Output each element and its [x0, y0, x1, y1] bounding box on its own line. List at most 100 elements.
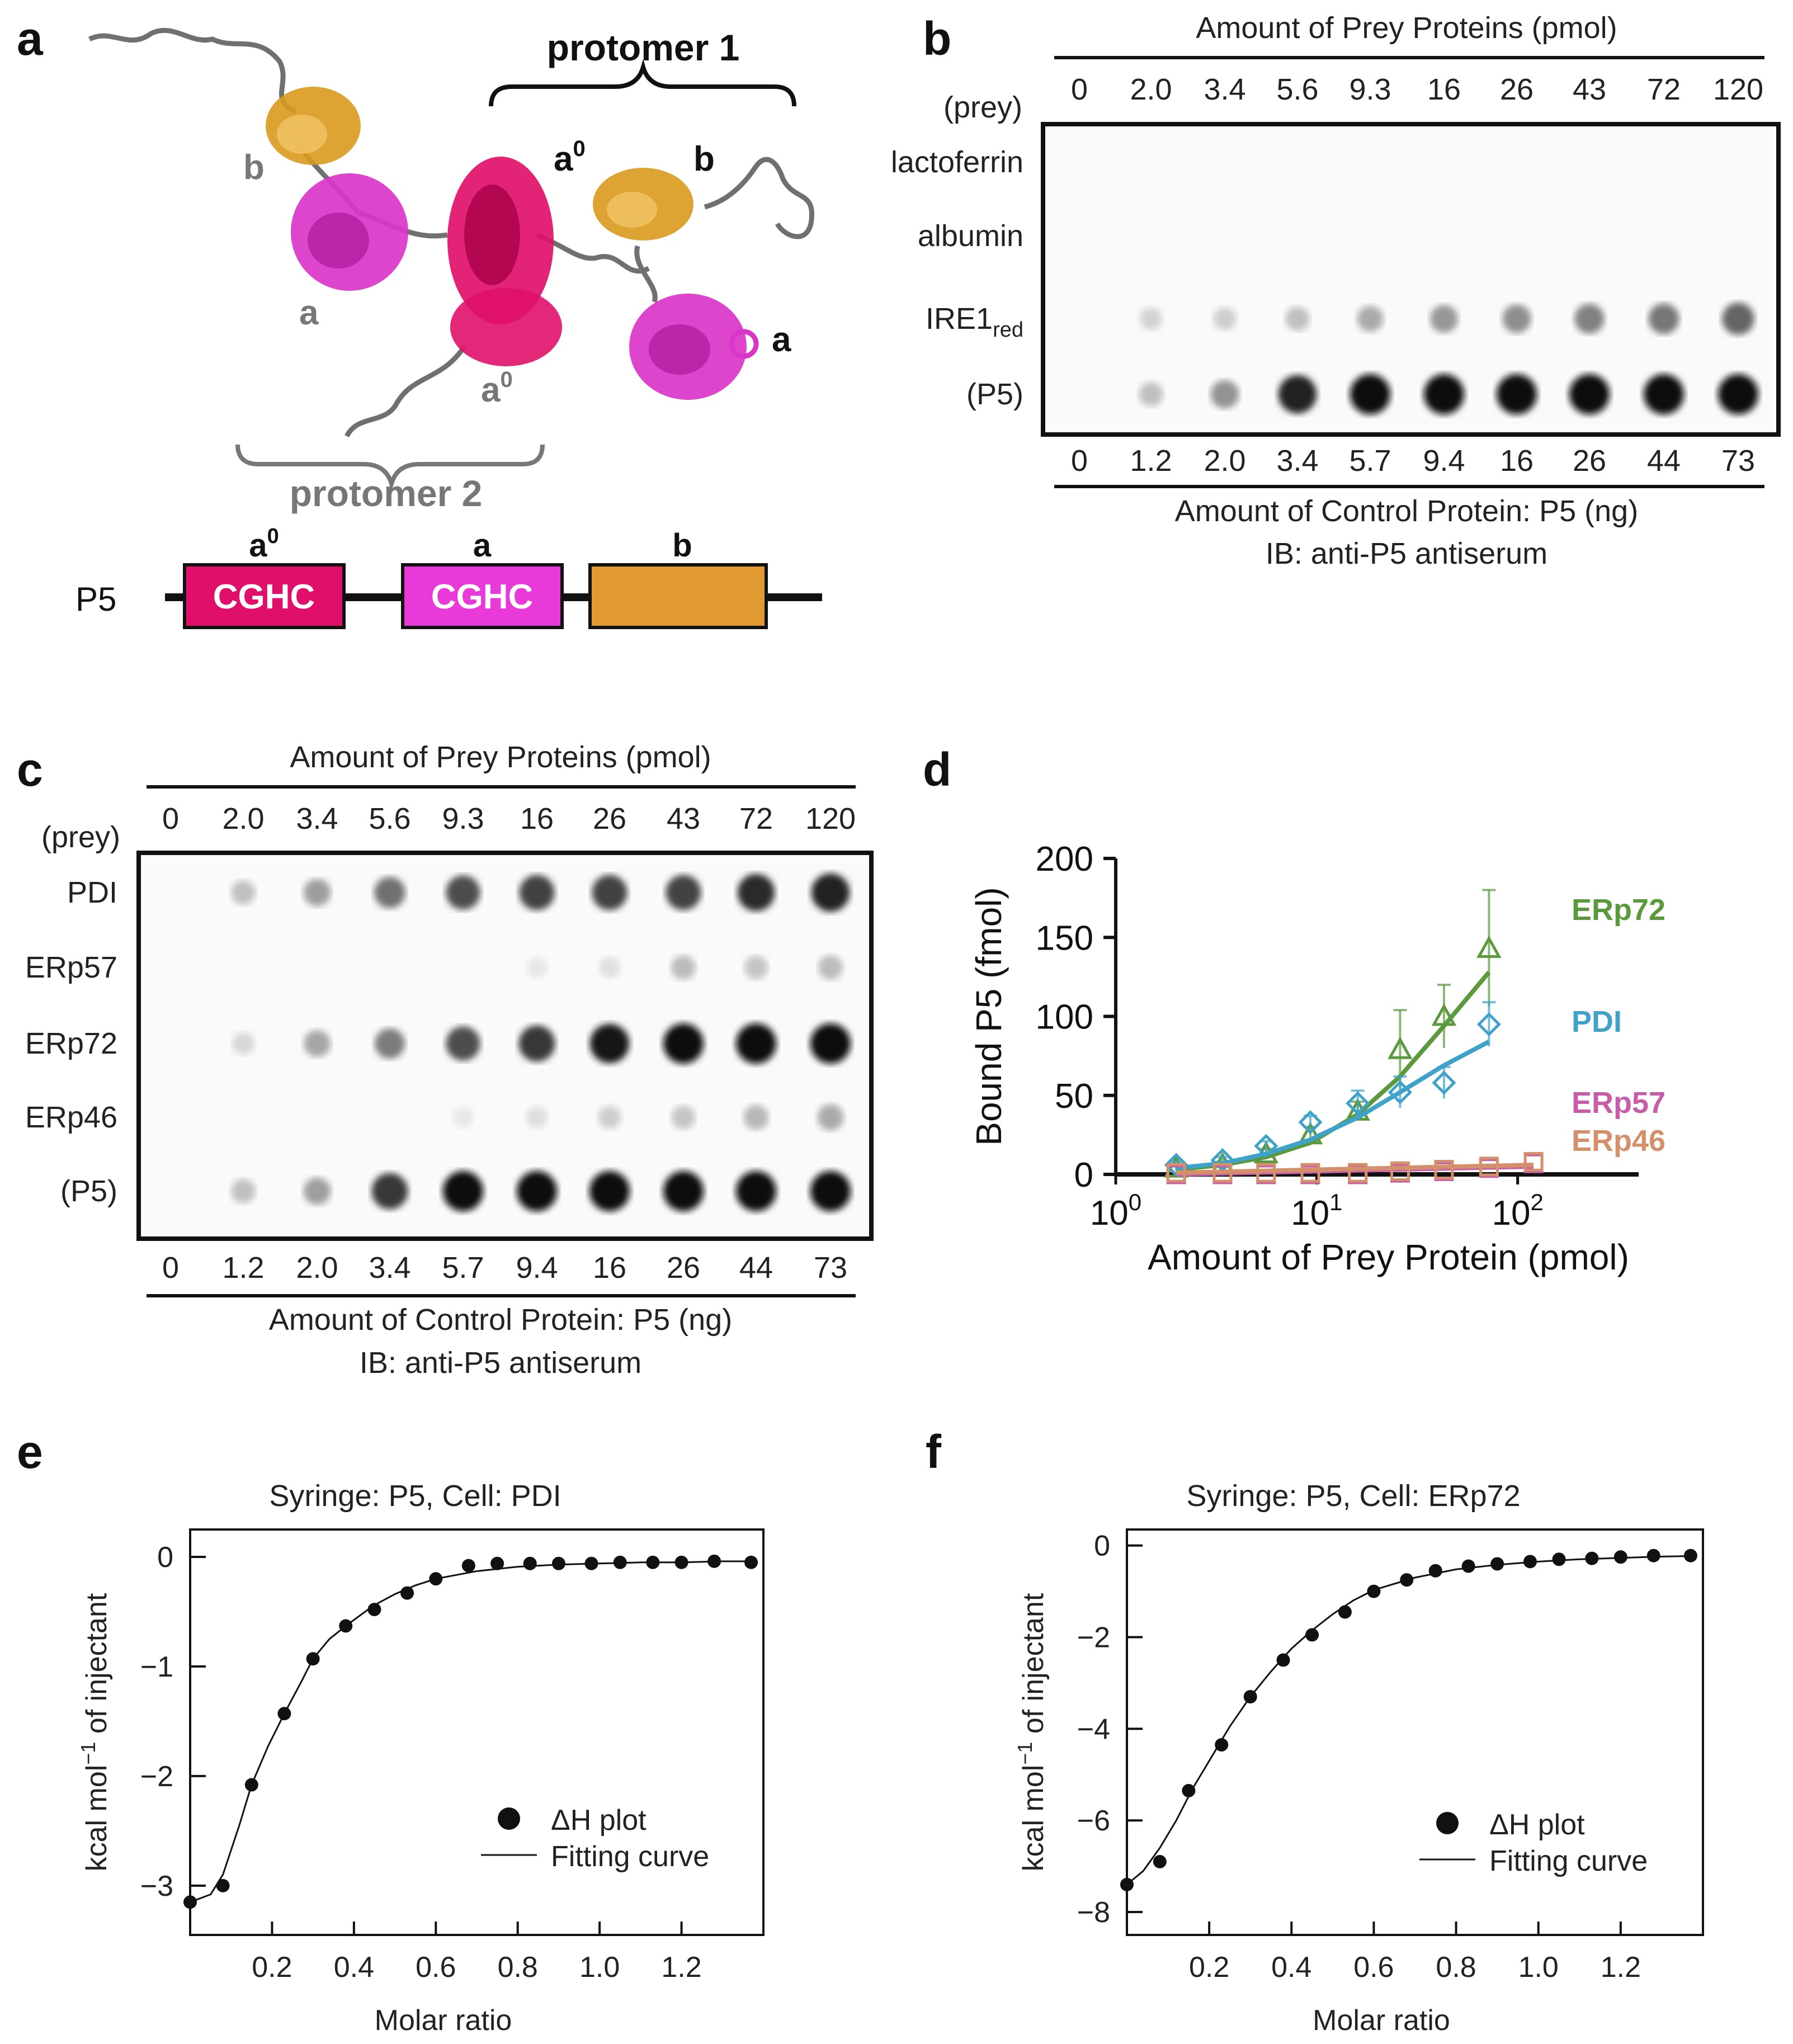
f-chart-point	[1243, 1690, 1257, 1704]
e-chart-point	[367, 1603, 381, 1617]
panel-c-dot	[303, 1177, 331, 1205]
f-chart-x-tick-label: 0.6	[1353, 1951, 1394, 1984]
structure-label-a0-top: a0	[554, 136, 586, 178]
chart-d-x-tick-exp: 1	[1329, 1189, 1342, 1215]
panel-b-bottom-title: Amount of Control Protein: P5 (ng)	[1175, 494, 1638, 528]
chart-d-y-tick-label: 100	[1036, 998, 1093, 1037]
f-chart-x-tick-label: 1.2	[1601, 1951, 1641, 1984]
f-chart-point	[1153, 1854, 1167, 1868]
panel-c-control-amount: 16	[593, 1251, 626, 1285]
chart-d-point	[1434, 1160, 1454, 1180]
chart-d-fit-erp72	[1176, 970, 1491, 1172]
protomer2-bracket	[235, 444, 545, 492]
panel-b-control-amount: 5.7	[1349, 444, 1391, 478]
chart-d-x-tick-base: 10	[1291, 1194, 1329, 1233]
chart-d-point	[1212, 1163, 1233, 1183]
chart-d-x-tick-label: 100	[1090, 1189, 1141, 1233]
panel-c-dot	[811, 873, 850, 912]
chart-d-x-tick-label: 102	[1492, 1189, 1543, 1233]
panel-c-dot	[663, 1023, 704, 1064]
panel-b: b Amount of Prey Proteins (pmol) (prey) …	[891, 11, 1781, 570]
e-chart-y-tick-label: −1	[140, 1651, 173, 1683]
panel-c-dot	[666, 875, 701, 910]
panel-b-prey-amount: 0	[1071, 73, 1088, 106]
panel-b-dot	[1718, 374, 1758, 414]
f-chart-title: Syringe: P5, Cell: ERp72	[1186, 1479, 1520, 1513]
panel-c-dot	[303, 879, 331, 907]
panel-c-dot	[526, 957, 548, 978]
f-chart-point	[1428, 1564, 1442, 1578]
panel-c-dot	[374, 877, 405, 908]
panel-b-row-label: (P5)	[966, 377, 1023, 411]
chart-d-point	[1348, 1163, 1368, 1183]
chart-d-point	[1479, 1156, 1499, 1177]
e-chart-y-label: kcal mol−1 of injectant	[77, 1593, 113, 1871]
f-chart-point	[1585, 1551, 1599, 1565]
panel-label-d: d	[923, 743, 951, 796]
panel-b-dot	[1213, 307, 1237, 331]
chart-d-legend-erp57: ERp57	[1572, 1086, 1665, 1120]
construct-domain-a0	[183, 563, 346, 629]
f-chart-point	[1683, 1549, 1697, 1562]
panel-c-control-amount: 0	[162, 1251, 179, 1285]
panel-b-prey-amount: 9.3	[1349, 73, 1391, 106]
panel-label-a: a	[17, 12, 44, 65]
panel-c-control-amount: 1.2	[222, 1251, 264, 1285]
panel-c-prey-amount: 9.3	[442, 802, 484, 835]
chart-d-x-tick-label: 101	[1291, 1189, 1342, 1233]
f-chart-point	[1552, 1552, 1566, 1566]
panel-c-dot	[443, 1171, 483, 1211]
f-chart-x-label: Molar ratio	[1313, 2004, 1450, 2037]
panel-b-row-labels: lactoferrin albumin IRE1red (P5)	[891, 145, 1023, 411]
panel-b-control-amount: 73	[1721, 444, 1755, 478]
panel-b-control-amount: 1.2	[1130, 444, 1172, 478]
protomer1-bracket	[489, 59, 796, 107]
panel-c-bottom-title: Amount of Control Protein: P5 (ng)	[269, 1303, 732, 1337]
f-chart-point	[1305, 1628, 1319, 1642]
protein-structure	[88, 27, 814, 438]
panel-c-dot	[744, 955, 768, 980]
f-chart-y-tick-label: 0	[1094, 1530, 1110, 1562]
panel-b-ib-label: IB: anti-P5 antiserum	[1266, 537, 1547, 570]
construct-domain-b	[588, 563, 768, 629]
linker-tail	[88, 27, 298, 115]
panel-b-dot	[1648, 303, 1679, 334]
panel-b-control-amount: 0	[1071, 444, 1088, 478]
panel-c-dot	[371, 1173, 408, 1210]
panel-c-dot	[526, 1106, 548, 1129]
panel-c-dot	[810, 1171, 851, 1211]
panel-b-row-label: IRE1red	[926, 302, 1023, 342]
panel-b-control-amount: 16	[1500, 444, 1534, 478]
domain-b-upper-left-core	[277, 115, 327, 154]
panel-b-row-label: albumin	[918, 219, 1023, 253]
chart-d-x-tick-base: 10	[1090, 1194, 1129, 1233]
f-chart-y-label-pre: kcal mol	[1017, 1765, 1050, 1872]
chart-d-point	[1523, 1151, 1544, 1172]
panel-c-dot	[810, 1023, 851, 1064]
panel-c-dot	[598, 956, 621, 979]
f-chart-y-label-post: of injectant	[1017, 1593, 1050, 1741]
structure-label-a-left: a	[299, 294, 319, 332]
e-chart-point	[461, 1559, 475, 1573]
panel-c-row-label: ERp46	[25, 1101, 117, 1134]
chart-d-point	[1300, 1163, 1320, 1183]
panel-c-dot	[231, 1179, 256, 1203]
panel-b-row-label-sub: red	[993, 318, 1023, 342]
e-chart-point	[306, 1652, 320, 1666]
e-chart-point	[216, 1878, 230, 1892]
panel-c-control-amount: 5.7	[442, 1251, 484, 1285]
panel-a: a protomer 1 protomer 2	[17, 12, 822, 629]
panel-c-control-amount: 26	[667, 1251, 700, 1285]
panel-b-row-label-text: lactoferrin	[891, 145, 1023, 179]
e-chart-point	[744, 1555, 758, 1569]
e-chart-point	[674, 1555, 688, 1569]
e-chart-x-tick-label: 1.2	[661, 1951, 701, 1984]
chart-d-y-tick-label: 200	[1036, 840, 1093, 879]
panel-b-prey-amount: 3.4	[1204, 73, 1245, 106]
domain-b-right-core	[607, 192, 657, 228]
f-chart-frame	[1126, 1528, 1704, 1936]
panel-c-control-amounts: 0 1.2 2.0 3.4 5.7 9.4 16 26 44 73	[162, 1251, 847, 1285]
f-chart-point	[1367, 1584, 1381, 1598]
panel-c-dot	[592, 875, 627, 910]
